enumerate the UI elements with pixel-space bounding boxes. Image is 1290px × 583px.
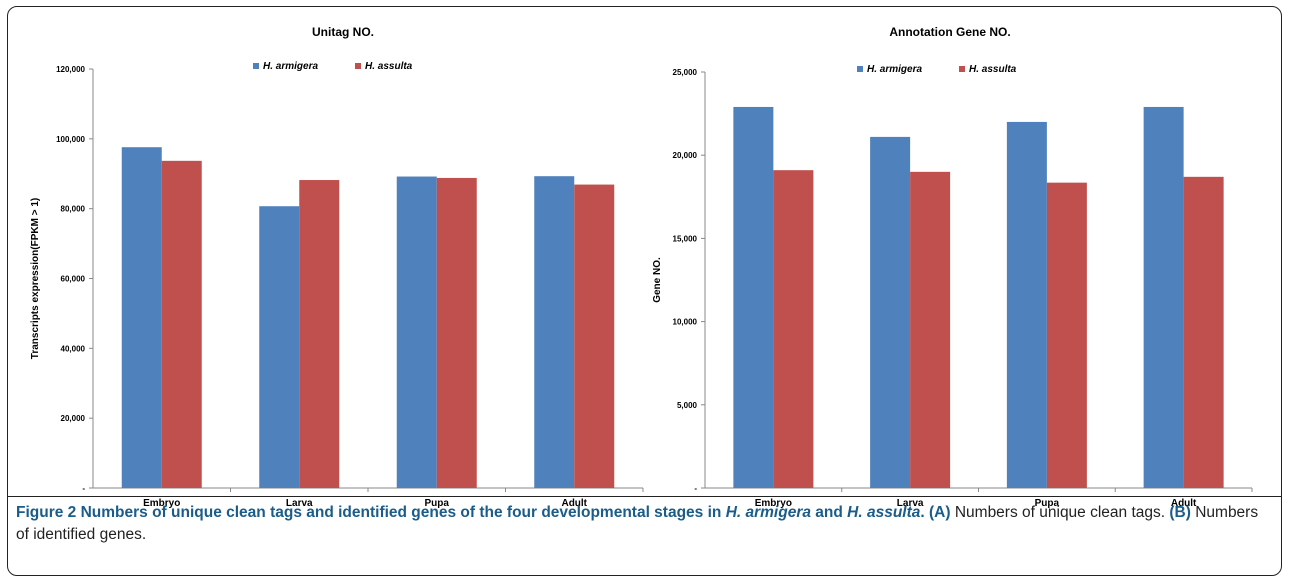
- bar-assulta: [1046, 182, 1087, 488]
- bar-armigera: [396, 176, 437, 488]
- legend-label-armigera: H. armigera: [263, 61, 318, 72]
- y-axis-label: Gene NO.: [652, 257, 663, 303]
- y-tick-label: 5,000: [677, 401, 698, 410]
- x-tick-label: Adult: [1171, 498, 1197, 509]
- bar-armigera: [534, 176, 575, 489]
- y-tick-label: 120,000: [56, 65, 85, 74]
- x-tick-label: Pupa: [425, 498, 450, 509]
- caption-divider: [7, 496, 1282, 497]
- figure-caption: Figure 2 Numbers of unique clean tags an…: [16, 502, 1271, 546]
- chart-annotation-gene: Annotation Gene NO. Gene NO. - 5,000 10,000 1…: [652, 25, 1253, 509]
- bar-armigera: [259, 206, 300, 488]
- caption-label-b: (B): [1165, 504, 1191, 521]
- legend-swatch-assulta: [355, 63, 361, 69]
- y-tick-label: 60,000: [61, 275, 86, 284]
- y-tick-label: 100,000: [56, 135, 85, 144]
- caption-species-2: H. assulta: [847, 504, 921, 521]
- bar-assulta: [574, 184, 615, 489]
- caption-title-part1: Numbers of unique clean tags and identif…: [76, 504, 726, 521]
- bar-armigera: [121, 147, 162, 489]
- bar-armigera: [870, 136, 911, 488]
- bar-armigera: [1143, 106, 1184, 488]
- caption-label-a: (A): [924, 504, 951, 521]
- x-tick-label: Adult: [561, 498, 587, 509]
- legend-swatch-armigera: [857, 66, 863, 72]
- legend-label-assulta: H. assulta: [365, 61, 413, 72]
- y-tick-label: 80,000: [61, 205, 86, 214]
- bar-assulta: [1183, 176, 1224, 488]
- y-tick-label: 20,000: [673, 151, 698, 160]
- y-tick-label: 40,000: [61, 344, 86, 353]
- legend-label-armigera: H. armigera: [867, 64, 922, 75]
- bar-assulta: [161, 160, 202, 489]
- bar-assulta: [910, 171, 951, 488]
- y-tick-label: 15,000: [673, 234, 698, 243]
- y-axis-label: Transcripts expression(FPKM > 1): [30, 198, 41, 359]
- chart-unitag: Unitag NO. Transcripts expression(FPKM > …: [30, 25, 644, 509]
- x-tick-label: Embryo: [755, 498, 792, 509]
- x-tick-label: Pupa: [1035, 498, 1060, 509]
- caption-title-end: .: [920, 504, 925, 521]
- legend-swatch-assulta: [959, 66, 965, 72]
- y-tick-label: 25,000: [673, 68, 698, 77]
- y-tick-label: 10,000: [673, 318, 698, 327]
- figure-frame: [7, 6, 1282, 576]
- bar-armigera: [1006, 121, 1047, 489]
- legend-swatch-armigera: [253, 63, 259, 69]
- x-tick-label: Larva: [897, 498, 924, 509]
- x-tick-label: Larva: [286, 498, 313, 509]
- bar-assulta: [299, 180, 340, 488]
- caption-text-b: Numbers of identified genes.: [16, 504, 1259, 543]
- y-tick-label: 20,000: [61, 414, 86, 423]
- y-tick-label: -: [82, 484, 85, 493]
- caption-title-and: and: [810, 504, 848, 521]
- x-tick-label: Embryo: [143, 498, 180, 509]
- bar-armigera: [733, 106, 774, 488]
- caption-text-a: Numbers of unique clean tags.: [950, 504, 1166, 521]
- figure-label: Figure 2: [16, 504, 77, 521]
- bar-assulta: [436, 177, 477, 488]
- bar-assulta: [773, 170, 814, 488]
- chart-title: Annotation Gene NO.: [889, 25, 1010, 39]
- legend-label-assulta: H. assulta: [969, 64, 1017, 75]
- y-tick-label: -: [694, 484, 697, 493]
- chart-title: Unitag NO.: [312, 25, 374, 39]
- caption-species-1: H. armigera: [725, 504, 811, 521]
